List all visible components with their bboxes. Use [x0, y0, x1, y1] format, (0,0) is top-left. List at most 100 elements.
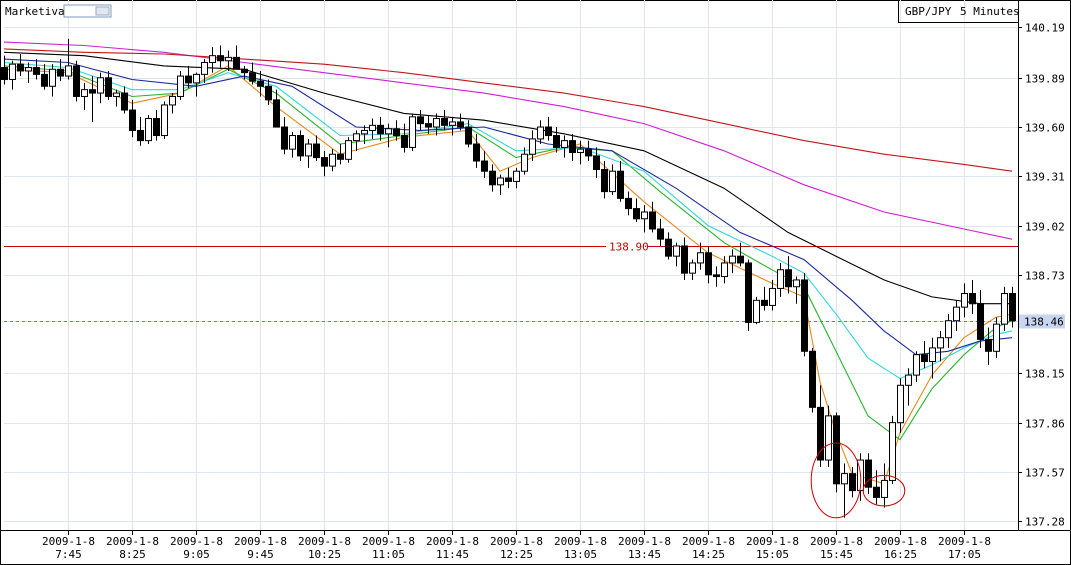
- candle-bearish: [489, 170, 496, 186]
- candle-bearish: [321, 157, 328, 167]
- candle-bearish: [657, 228, 664, 240]
- candle-bullish: [897, 384, 904, 424]
- x-tick-time: 15:45: [820, 548, 853, 561]
- candle-bearish: [273, 99, 280, 128]
- candle-bearish: [241, 68, 248, 74]
- candle-bullish: [937, 337, 944, 349]
- current-price-badge: [1019, 314, 1065, 329]
- y-tick-label: 137.86: [1025, 418, 1065, 431]
- y-tick-label: 138.15: [1025, 368, 1065, 381]
- candle-bearish: [761, 299, 768, 306]
- candle-bearish: [337, 153, 344, 160]
- candle-bearish: [873, 486, 880, 498]
- y-tick-label: 139.31: [1025, 171, 1065, 184]
- horizontal-lines: [4, 240, 1018, 322]
- candle-bearish: [665, 238, 672, 257]
- candle-bearish: [313, 143, 320, 159]
- app-name: Marketiva: [5, 5, 65, 18]
- candle-bullish: [9, 63, 16, 80]
- annotation-circles: [810, 442, 906, 519]
- candle-bearish: [425, 123, 432, 128]
- grid: [4, 0, 1018, 530]
- candle-bearish: [809, 350, 816, 408]
- indicator-line-magenta: [3, 41, 1013, 240]
- candle-bearish: [249, 72, 256, 82]
- candle-bullish: [449, 121, 456, 126]
- candle-bearish: [377, 124, 384, 135]
- candle-bullish: [49, 68, 56, 87]
- annotation-circle: [862, 474, 906, 507]
- candle-bullish: [201, 61, 208, 75]
- candle-bearish: [985, 338, 992, 352]
- candle-bearish: [681, 245, 688, 274]
- x-tick-date: 2009-1-8: [682, 535, 735, 548]
- candle-bullish: [729, 255, 736, 264]
- indicator-line-red: [3, 48, 1013, 172]
- candle-bullish: [361, 129, 368, 135]
- candle-bullish: [641, 211, 648, 220]
- x-tick-time: 17:05: [948, 548, 981, 561]
- candle-bearish: [457, 121, 464, 128]
- x-tick-date: 2009-1-8: [938, 535, 991, 548]
- candle-bullish: [841, 473, 848, 485]
- candle-bullish: [161, 104, 168, 137]
- candle-bullish: [945, 320, 952, 339]
- candle-bullish: [385, 128, 392, 135]
- candle-bearish: [545, 126, 552, 137]
- candle-bearish: [17, 63, 24, 72]
- candle-bearish: [401, 135, 408, 148]
- x-tick-time: 11:45: [436, 548, 469, 561]
- x-tick-time: 12:25: [500, 548, 533, 561]
- candle-bearish: [849, 473, 856, 492]
- candle-bullish: [609, 170, 616, 193]
- candle-bearish: [705, 252, 712, 276]
- symbol-select[interactable]: [63, 4, 112, 18]
- candle-bullish: [521, 153, 528, 172]
- candle-bearish: [281, 126, 288, 150]
- x-tick-time: 14:25: [692, 548, 725, 561]
- candle-bullish: [289, 135, 296, 150]
- candle-bullish: [753, 299, 760, 323]
- candle-bearish: [625, 197, 632, 210]
- y-axis: 140.19 139.89 139.60 139.31 139.02 138.73 138.…: [1018, 22, 1065, 529]
- candle-bearish: [481, 160, 488, 172]
- candle-bullish: [497, 177, 504, 186]
- candle-bearish: [505, 177, 512, 182]
- candle-bearish: [121, 92, 128, 111]
- candle-bearish: [233, 56, 240, 70]
- candle-bullish: [673, 245, 680, 257]
- candle-bullish: [529, 138, 536, 155]
- x-tick-date: 2009-1-8: [426, 535, 479, 548]
- candle-bearish: [569, 140, 576, 154]
- candle-bearish: [921, 354, 928, 362]
- y-tick-label: 140.19: [1025, 22, 1065, 35]
- candle-bearish: [737, 255, 744, 264]
- y-tick-label: 137.28: [1025, 516, 1065, 529]
- candle-bearish: [585, 148, 592, 157]
- dropdown-icon[interactable]: [95, 6, 110, 16]
- y-tick-label: 137.57: [1025, 467, 1065, 480]
- candle-bullish: [113, 92, 120, 97]
- candle-bearish: [593, 155, 600, 171]
- candle-bullish: [25, 67, 32, 72]
- x-tick-time: 16:25: [884, 548, 917, 561]
- candle-bearish: [441, 118, 448, 126]
- candle-bullish: [577, 148, 584, 154]
- x-tick-date: 2009-1-8: [42, 535, 95, 548]
- candle-bullish: [177, 75, 184, 97]
- candle-bullish: [777, 269, 784, 289]
- candle-bearish: [185, 75, 192, 84]
- candle-bearish: [33, 67, 40, 75]
- x-tick-time: 13:05: [564, 548, 597, 561]
- annotation-circle: [810, 442, 862, 519]
- candle-bearish: [785, 269, 792, 288]
- x-tick-time: 13:45: [628, 548, 661, 561]
- candle-bearish: [41, 73, 48, 87]
- candle-bullish: [433, 118, 440, 128]
- candle-bullish: [961, 293, 968, 308]
- x-tick-time: 7:45: [55, 548, 82, 561]
- current-price-label: 138.46: [1024, 316, 1064, 329]
- candle-bullish: [329, 153, 336, 167]
